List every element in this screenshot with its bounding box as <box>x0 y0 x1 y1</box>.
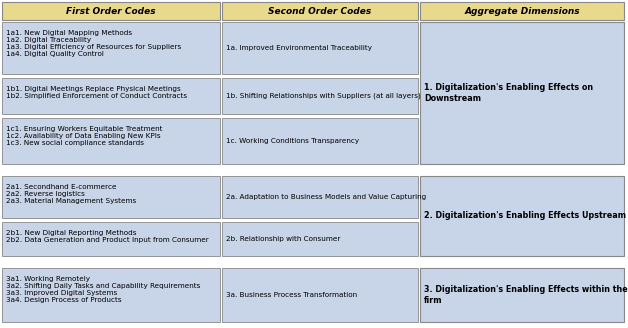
Bar <box>222 2 418 20</box>
Text: 3a. Business Process Transformation: 3a. Business Process Transformation <box>226 292 357 298</box>
Bar <box>420 268 624 322</box>
Bar <box>420 2 624 20</box>
Text: 3a1. Working Remotely
3a2. Shifting Daily Tasks and Capability Requirements
3a3.: 3a1. Working Remotely 3a2. Shifting Dail… <box>6 276 200 303</box>
Text: 2. Digitalization's Enabling Effects Upstream: 2. Digitalization's Enabling Effects Ups… <box>424 212 626 220</box>
Bar <box>2 176 220 218</box>
Text: 3. Digitalization's Enabling Effects within the firm: 3. Digitalization's Enabling Effects wit… <box>424 285 628 305</box>
Text: Second Order Codes: Second Order Codes <box>268 7 372 15</box>
Bar <box>2 78 220 114</box>
Bar <box>222 78 418 114</box>
Text: 1a. Improved Environmental Traceability: 1a. Improved Environmental Traceability <box>226 45 372 51</box>
Text: Aggregate Dimensions: Aggregate Dimensions <box>464 7 580 15</box>
Bar <box>2 222 220 256</box>
Text: 2a. Adaptation to Business Models and Value Capturing: 2a. Adaptation to Business Models and Va… <box>226 194 426 200</box>
Text: 2a1. Secondhand E-commerce
2a2. Reverse logistics
2a3. Material Management Syste: 2a1. Secondhand E-commerce 2a2. Reverse … <box>6 184 136 204</box>
Bar <box>222 22 418 74</box>
Bar <box>2 2 220 20</box>
Bar <box>222 268 418 322</box>
Bar <box>222 176 418 218</box>
Text: 1c. Working Conditions Transparency: 1c. Working Conditions Transparency <box>226 138 359 144</box>
Bar <box>420 176 624 256</box>
Bar <box>222 222 418 256</box>
Text: 2b. Relationship with Consumer: 2b. Relationship with Consumer <box>226 236 340 242</box>
Bar <box>222 118 418 164</box>
Bar <box>2 118 220 164</box>
Text: 1a1. New Digital Mapping Methods
1a2. Digital Traceability
1a3. Digital Efficien: 1a1. New Digital Mapping Methods 1a2. Di… <box>6 30 181 57</box>
Bar <box>420 22 624 164</box>
Text: 1c1. Ensuring Workers Equitable Treatment
1c2. Availability of Data Enabling New: 1c1. Ensuring Workers Equitable Treatmen… <box>6 126 163 146</box>
Text: 1b1. Digital Meetings Replace Physical Meetings
1b2. Simplified Enforcement of C: 1b1. Digital Meetings Replace Physical M… <box>6 86 187 99</box>
Text: First Order Codes: First Order Codes <box>66 7 156 15</box>
Text: 2b1. New Digital Reporting Methods
2b2. Data Generation and Product Input from C: 2b1. New Digital Reporting Methods 2b2. … <box>6 230 208 243</box>
Text: 1. Digitalization's Enabling Effects on Downstream: 1. Digitalization's Enabling Effects on … <box>424 83 593 103</box>
Text: 1b. Shifting Relationships with Suppliers (at all layers): 1b. Shifting Relationships with Supplier… <box>226 93 421 99</box>
Bar <box>2 268 220 322</box>
Bar <box>2 22 220 74</box>
